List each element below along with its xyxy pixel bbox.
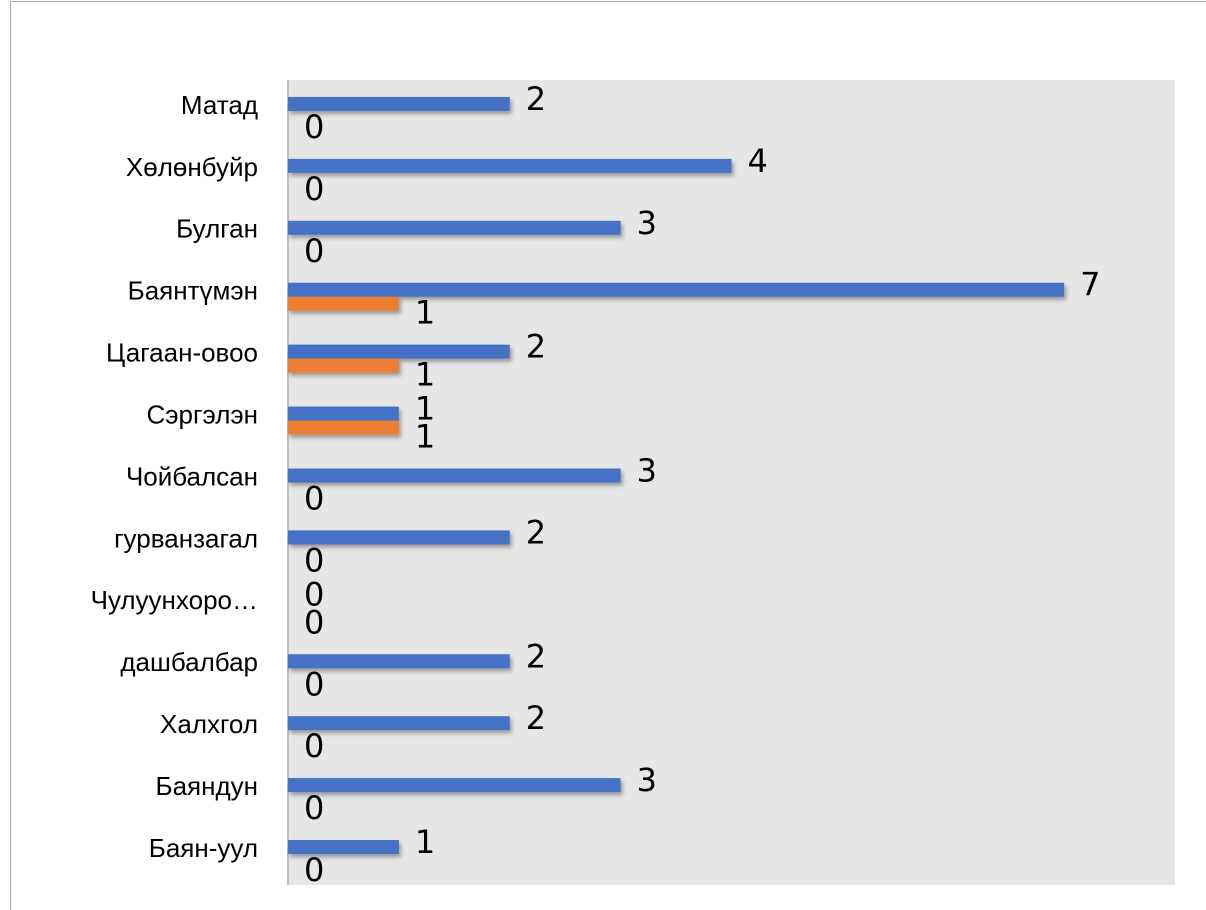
bar [288, 654, 510, 669]
bar [288, 296, 399, 311]
data-label: 2 [526, 80, 546, 118]
y-tick-label: Халхгол [160, 709, 258, 739]
y-tick-label: дашбалбар [120, 647, 258, 677]
data-label: 1 [415, 294, 435, 332]
data-label: 2 [526, 699, 546, 737]
bar [288, 282, 1065, 297]
data-label: 0 [304, 575, 324, 613]
data-label: 0 [304, 603, 324, 641]
bar [288, 220, 621, 235]
y-tick-label: Хөлөнбуйр [126, 152, 258, 182]
bar [288, 96, 510, 111]
y-tick-label: Булган [176, 214, 258, 244]
data-label: 2 [526, 328, 546, 366]
data-label: 0 [304, 480, 324, 518]
bar [288, 158, 732, 173]
bar [288, 716, 510, 731]
data-label: 0 [304, 727, 324, 765]
y-tick-label: Матад [181, 90, 258, 120]
data-label: 4 [748, 142, 768, 180]
data-label: 0 [304, 541, 324, 579]
data-label: 3 [637, 761, 657, 799]
bar [288, 344, 510, 359]
y-tick-label: Сэргэлэн [147, 399, 258, 429]
y-tick-label: гурванзагал [114, 523, 258, 553]
data-label: 1 [415, 823, 435, 861]
bar [288, 530, 510, 545]
data-label: 2 [526, 637, 546, 675]
data-label: 0 [304, 108, 324, 146]
y-tick-label: Чулуунхоро… [91, 585, 258, 615]
data-label: 0 [304, 851, 324, 889]
data-label: 0 [304, 170, 324, 208]
data-label: 1 [415, 390, 435, 428]
y-tick-label: Баян-уул [149, 833, 258, 863]
y-tick-label: Баяндун [156, 771, 259, 801]
bar [288, 468, 621, 483]
bar [288, 358, 399, 373]
data-label: 0 [304, 665, 324, 703]
bar [288, 840, 399, 855]
bar [288, 406, 399, 421]
y-tick-label: Цагаан-овоо [106, 338, 258, 368]
bar [288, 420, 399, 435]
data-label: 1 [415, 356, 435, 394]
data-label: 1 [415, 418, 435, 456]
y-tick-label: Чойбалсан [126, 461, 258, 491]
data-label: 7 [1080, 266, 1100, 304]
data-label: 0 [304, 232, 324, 270]
data-label: 3 [637, 204, 657, 242]
bar [288, 778, 621, 793]
data-label: 0 [304, 789, 324, 827]
data-label: 2 [526, 513, 546, 551]
y-tick-label: Баянтүмэн [128, 276, 258, 306]
data-label: 3 [637, 452, 657, 490]
